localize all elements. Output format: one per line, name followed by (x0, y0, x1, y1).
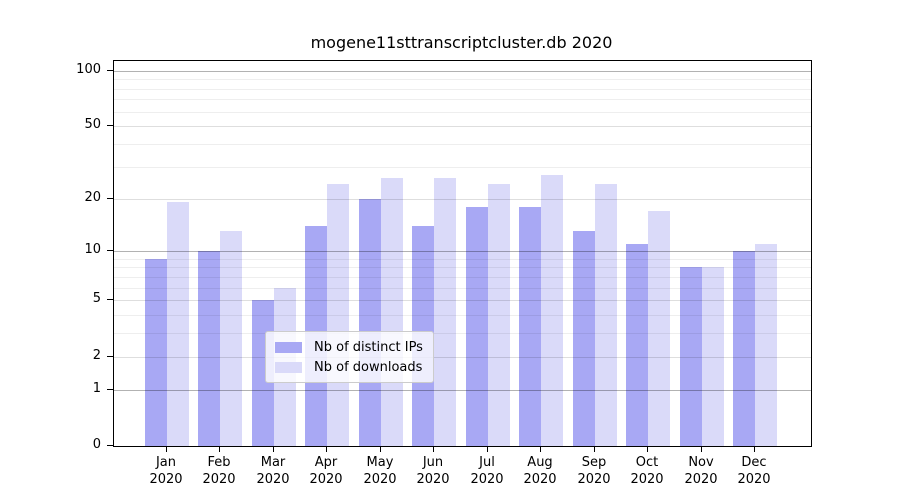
legend-label-downloads: Nb of downloads (314, 359, 423, 375)
x-tick-mark-apr (326, 446, 327, 452)
gridline-y-minor-30 (114, 167, 811, 168)
gridline-y-minor-70 (114, 99, 811, 100)
legend-swatch-downloads (275, 361, 302, 373)
y-tick-label-2: 2 (92, 348, 101, 363)
x-tick-mark-dec (754, 446, 755, 452)
gridline-y-1 (114, 390, 811, 391)
y-tick-mark-10 (107, 250, 113, 251)
bar-downloads-jan (167, 202, 189, 446)
legend: Nb of distinct IPs Nb of downloads (265, 331, 434, 383)
x-tick-label-aug: Aug 2020 (523, 455, 557, 487)
bar-distinct-ips-aug (519, 207, 541, 446)
x-tick-label-nov: Nov 2020 (684, 455, 718, 487)
gridline-y-minor-6 (114, 288, 811, 289)
bar-downloads-nov (702, 267, 724, 446)
x-tick-mark-jan (166, 446, 167, 452)
bar-distinct-ips-jul (466, 207, 488, 446)
gridline-y-minor-60 (114, 112, 811, 113)
bar-distinct-ips-nov (680, 267, 702, 446)
gridline-y-50 (114, 126, 811, 127)
x-tick-mark-jul (487, 446, 488, 452)
gridline-y-100 (114, 71, 811, 72)
x-tick-mark-feb (219, 446, 220, 452)
y-tick-label-1: 1 (92, 381, 101, 396)
x-tick-mark-nov (701, 446, 702, 452)
x-tick-label-jun: Jun 2020 (416, 455, 450, 487)
y-tick-label-5: 5 (92, 291, 101, 306)
legend-entry-downloads: Nb of downloads (275, 357, 423, 377)
bar-downloads-feb (220, 231, 242, 446)
y-tick-label-20: 20 (84, 190, 101, 205)
x-tick-label-jan: Jan 2020 (149, 455, 183, 487)
gridline-y-10 (114, 251, 811, 252)
y-tick-mark-0 (107, 445, 113, 446)
y-tick-label-50: 50 (84, 117, 101, 132)
gridline-y-2 (114, 357, 811, 358)
gridline-y-5 (114, 300, 811, 301)
bar-downloads-aug (541, 175, 563, 446)
bar-distinct-ips-dec (733, 251, 755, 446)
gridline-y-minor-80 (114, 89, 811, 90)
x-tick-mark-jun (433, 446, 434, 452)
y-tick-mark-5 (107, 299, 113, 300)
x-tick-mark-mar (273, 446, 274, 452)
gridline-y-minor-90 (114, 79, 811, 80)
x-tick-label-dec: Dec 2020 (737, 455, 771, 487)
x-tick-label-apr: Apr 2020 (309, 455, 343, 487)
y-tick-mark-1 (107, 389, 113, 390)
x-tick-mark-sep (594, 446, 595, 452)
x-tick-label-mar: Mar 2020 (256, 455, 290, 487)
bar-distinct-ips-feb (198, 251, 220, 446)
bar-downloads-oct (648, 211, 670, 446)
legend-entry-distinct-ips: Nb of distinct IPs (275, 337, 423, 357)
gridline-y-minor-4 (114, 315, 811, 316)
gridline-y-minor-9 (114, 259, 811, 260)
bar-distinct-ips-jan (145, 259, 167, 446)
gridline-y-minor-3 (114, 333, 811, 334)
x-tick-label-oct: Oct 2020 (630, 455, 664, 487)
gridline-y-minor-7 (114, 277, 811, 278)
y-tick-label-0: 0 (92, 437, 101, 452)
chart-title: mogene11sttranscriptcluster.db 2020 (310, 33, 613, 52)
gridline-y-20 (114, 199, 811, 200)
y-tick-mark-2 (107, 356, 113, 357)
x-tick-label-jul: Jul 2020 (470, 455, 504, 487)
y-tick-label-100: 100 (76, 62, 101, 77)
bar-distinct-ips-may (359, 199, 381, 446)
x-tick-label-feb: Feb 2020 (202, 455, 236, 487)
x-tick-mark-may (380, 446, 381, 452)
x-tick-mark-aug (540, 446, 541, 452)
bar-downloads-may (381, 178, 403, 446)
plot-area (113, 60, 812, 447)
bar-downloads-jul (488, 184, 510, 446)
legend-swatch-distinct-ips (275, 341, 302, 353)
x-tick-label-sep: Sep 2020 (577, 455, 611, 487)
gridline-y-minor-8 (114, 267, 811, 268)
y-tick-mark-100 (107, 70, 113, 71)
x-tick-mark-oct (647, 446, 648, 452)
bar-downloads-jun (434, 178, 456, 446)
bar-distinct-ips-oct (626, 244, 648, 446)
legend-label-distinct-ips: Nb of distinct IPs (314, 339, 423, 355)
bar-distinct-ips-sep (573, 231, 595, 446)
y-tick-label-10: 10 (84, 242, 101, 257)
bar-downloads-dec (755, 244, 777, 446)
x-tick-label-may: May 2020 (363, 455, 397, 487)
bar-downloads-sep (595, 184, 617, 446)
y-tick-mark-50 (107, 125, 113, 126)
gridline-y-minor-40 (114, 144, 811, 145)
y-tick-mark-20 (107, 198, 113, 199)
